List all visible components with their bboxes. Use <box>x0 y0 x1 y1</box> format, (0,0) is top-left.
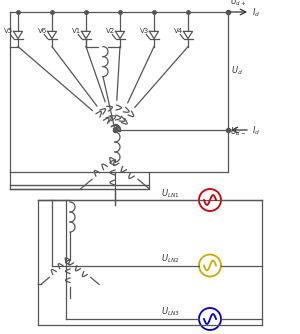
Text: $I_d$: $I_d$ <box>252 7 260 19</box>
Text: $U_{d+}$: $U_{d+}$ <box>230 0 246 7</box>
Text: V6: V6 <box>38 28 47 34</box>
Text: $U_{LN2}$: $U_{LN2}$ <box>161 253 180 265</box>
Text: $U_{LN3}$: $U_{LN3}$ <box>161 306 180 319</box>
Text: $U_{d-}$: $U_{d-}$ <box>230 126 246 139</box>
Text: V4: V4 <box>174 28 183 34</box>
Text: V1: V1 <box>72 28 81 34</box>
Text: V2: V2 <box>106 28 115 34</box>
Text: V5: V5 <box>4 28 13 34</box>
Text: $I_d$: $I_d$ <box>252 125 260 137</box>
Text: V3: V3 <box>140 28 149 34</box>
Text: $U_d$: $U_d$ <box>231 65 243 77</box>
Text: $U_{LN1}$: $U_{LN1}$ <box>161 187 180 199</box>
